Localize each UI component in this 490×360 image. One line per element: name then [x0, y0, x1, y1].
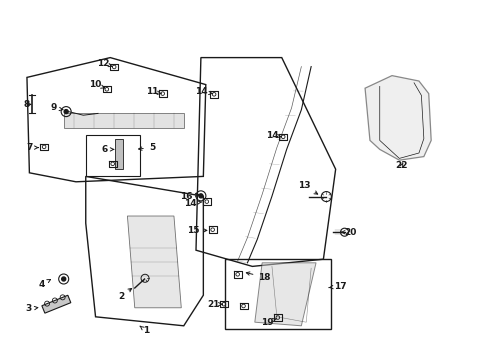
Polygon shape: [42, 295, 71, 313]
Polygon shape: [64, 113, 184, 128]
Text: 3: 3: [25, 304, 38, 313]
Text: 12: 12: [97, 58, 112, 68]
Text: 18: 18: [246, 272, 271, 282]
Text: 14: 14: [184, 199, 202, 208]
Text: 9: 9: [50, 104, 63, 112]
Text: 7: 7: [26, 143, 38, 152]
Text: 22: 22: [395, 161, 408, 170]
Text: 6: 6: [101, 145, 114, 154]
Polygon shape: [115, 139, 122, 169]
Text: 16: 16: [180, 192, 199, 201]
Bar: [86, 135, 140, 176]
Polygon shape: [365, 76, 431, 160]
Polygon shape: [255, 263, 316, 326]
Text: 13: 13: [297, 181, 318, 194]
Text: 2: 2: [118, 288, 132, 301]
Text: 21: 21: [207, 300, 222, 309]
Text: 1: 1: [140, 326, 149, 336]
Text: 4: 4: [38, 279, 50, 289]
Circle shape: [199, 194, 203, 198]
Text: 20: 20: [341, 228, 357, 237]
Polygon shape: [127, 216, 181, 308]
Text: 14: 14: [266, 130, 281, 139]
Text: 19: 19: [261, 318, 276, 327]
Circle shape: [62, 277, 66, 281]
Text: 15: 15: [187, 226, 207, 235]
Text: 5: 5: [139, 143, 155, 152]
Text: 11: 11: [146, 87, 161, 96]
Circle shape: [64, 109, 68, 114]
Text: 14: 14: [195, 87, 213, 96]
Text: 10: 10: [89, 80, 105, 89]
Text: 8: 8: [24, 100, 31, 109]
Text: 17: 17: [329, 282, 347, 291]
Bar: [225, 259, 331, 329]
